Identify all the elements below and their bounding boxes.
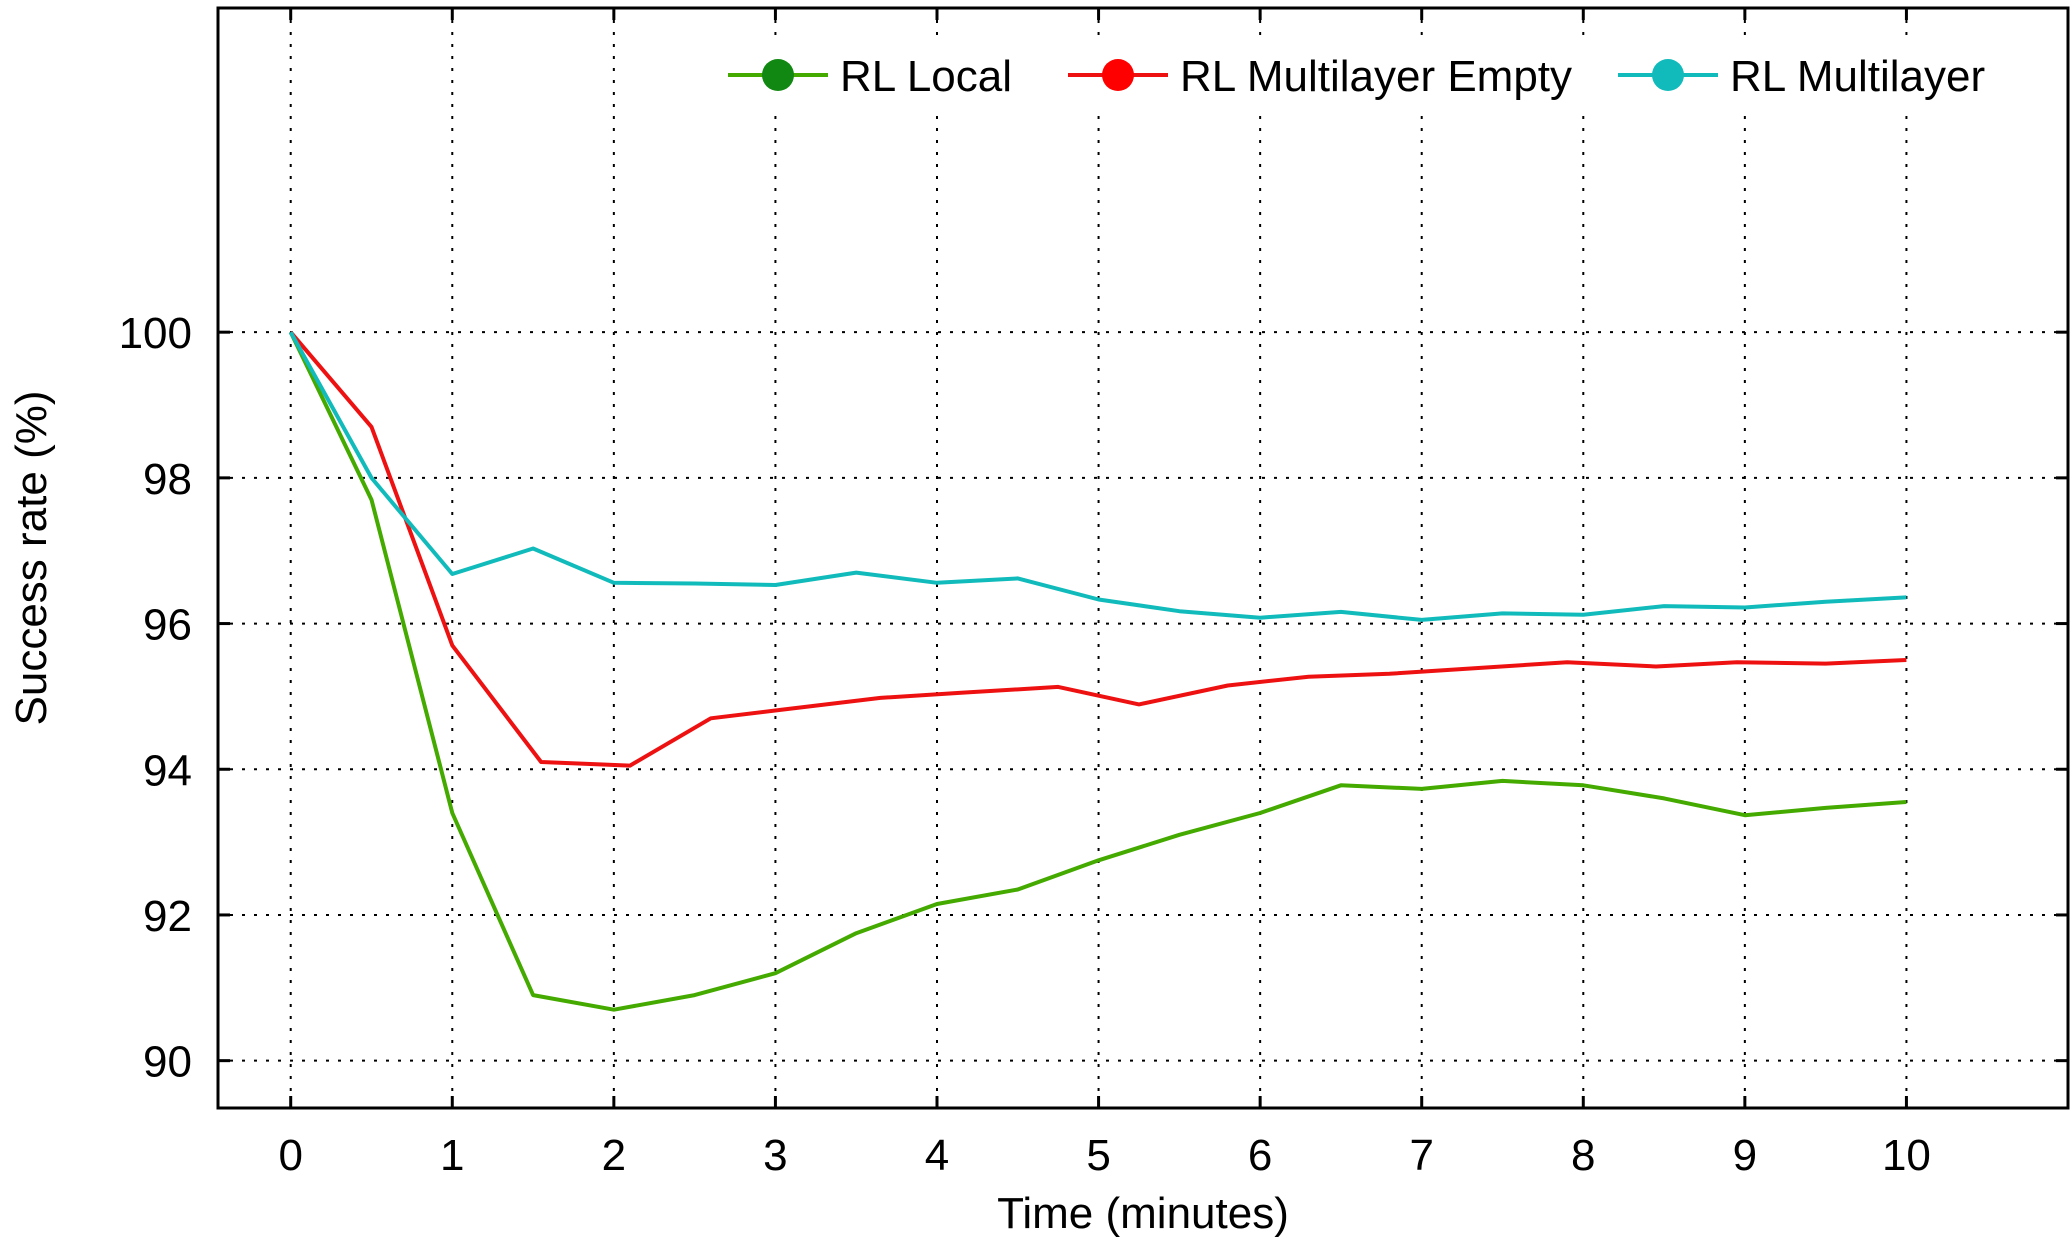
x-tick-label: 5: [1086, 1131, 1110, 1180]
y-tick-label: 94: [143, 746, 192, 795]
y-axis-title: Success rate (%): [7, 391, 56, 726]
y-tick-label: 98: [143, 455, 192, 504]
legend-label: RL Multilayer: [1730, 52, 1985, 101]
series-line-rl-local: [288, 331, 1907, 1012]
legend-marker: [1652, 59, 1684, 91]
x-tick-label: 3: [763, 1131, 787, 1180]
series-line-rl-multilayer: [288, 331, 1907, 622]
x-tick-label: 9: [1733, 1131, 1757, 1180]
series-line-rl-multilayer-empty: [289, 330, 1907, 768]
grid: [218, 8, 2068, 1108]
legend-label: RL Multilayer Empty: [1180, 52, 1572, 101]
legend-item: RL Local: [728, 52, 1012, 101]
y-tick-label: 96: [143, 601, 192, 650]
x-tick-label: 8: [1571, 1131, 1595, 1180]
legend-item: RL Multilayer: [1618, 52, 1985, 101]
legend-label: RL Local: [840, 52, 1012, 101]
x-axis-title: Time (minutes): [997, 1189, 1289, 1238]
y-tick-label: 92: [143, 892, 192, 941]
x-tick-label: 4: [925, 1131, 949, 1180]
data-series: [288, 330, 1907, 1012]
x-tick-label: 1: [440, 1131, 464, 1180]
plot-frame: [216, 6, 2070, 1110]
legend-item: RL Multilayer Empty: [1068, 52, 1572, 101]
x-tick-label: 0: [278, 1131, 302, 1180]
y-tick-label: 90: [143, 1038, 192, 1087]
x-tick-label: 10: [1882, 1131, 1931, 1180]
x-tick-label: 6: [1248, 1131, 1272, 1180]
axis-ticks: 0 1 2 3 4 5 6 7 8 9 10 90 92 94 96 98 100: [119, 8, 2068, 1180]
x-tick-label: 7: [1409, 1131, 1433, 1180]
legend-marker: [1102, 59, 1134, 91]
x-tick-label: 2: [602, 1131, 626, 1180]
legend-marker: [762, 59, 794, 91]
legend: RL Local RL Multilayer Empty RL Multilayer: [714, 38, 2024, 112]
legend-background: [714, 38, 2024, 112]
y-tick-label: 100: [119, 309, 192, 358]
